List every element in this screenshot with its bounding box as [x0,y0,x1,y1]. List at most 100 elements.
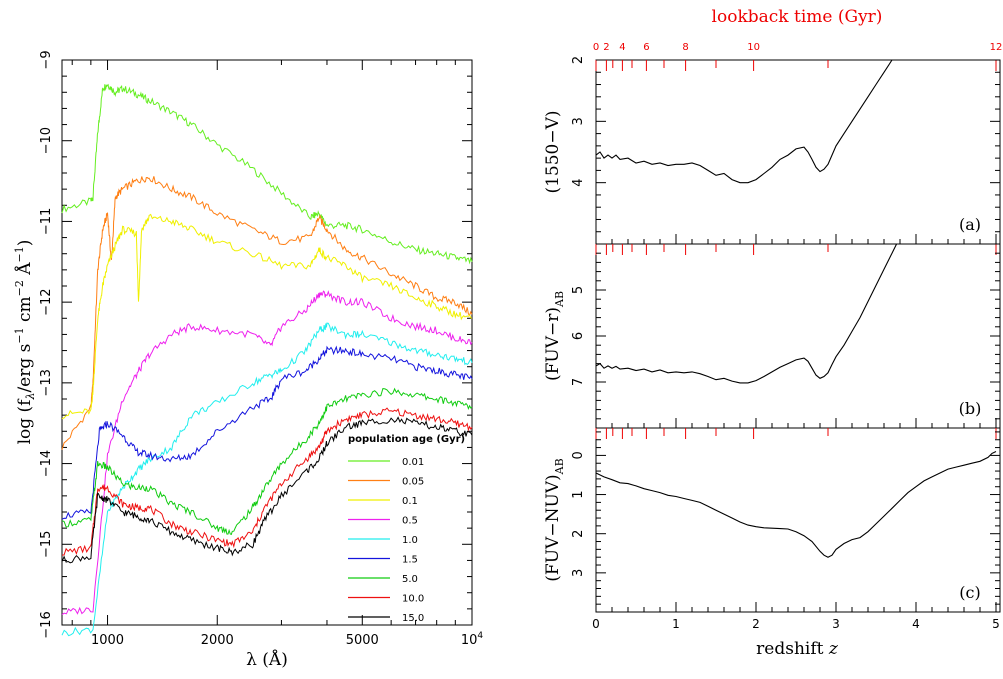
panel-frame [595,59,1001,245]
y-tick-label: −13 [39,369,54,396]
y-tick-label: 3 [571,569,586,577]
legend-label: 1.5 [402,555,418,566]
spectrum-line-1_0 [61,322,473,637]
lookback-tick-label: 4 [619,42,625,53]
redshift-tick-label: 3 [832,617,840,631]
lookback-time-axis-label: lookback time (Gyr) [712,7,883,27]
lookback-tick-labels: 0 2 4 6 8 10 12 [593,42,1003,53]
color-curve [596,244,898,384]
legend-label: 10.0 [402,594,424,605]
panel-tag: (b) [959,399,982,418]
x-tick-label-text: 10 [461,633,478,648]
spectrum-line-5_0 [61,387,473,536]
spectra-tick-labels: 1000 2000 5000 104 −9 −10 −11 −12 −13 −14 −15 −16 [39,50,483,648]
panel-y-label-text: (1550−V) [543,110,563,193]
y-tick-label: −11 [39,208,54,235]
panel-y-label: (FUV−NUV)AB [543,458,566,581]
redshift-tick-label: 2 [752,617,760,631]
panel-y-label-sub: AB [553,458,566,475]
ylabel-part: /erg s [15,344,35,393]
ylabel-part: log (f [15,398,35,445]
spectra-legend: population age (Gyr) 0.01 0.05 0.1 0.5 1.0 1.… [348,434,465,624]
redshift-axis-label: redshift z [756,639,839,659]
lookback-tick-label: 10 [747,42,760,53]
y-tick-label: −15 [39,531,54,558]
panel-y-label-text: (FUV−r) [543,307,563,381]
panel-y-label-text: (FUV−NUV) [543,474,563,581]
redshift-axis-label-var: z [828,639,839,659]
x-axis-label: λ (Å) [246,649,288,670]
redshift-tick-label: 4 [912,617,920,631]
y-tick-label: −16 [39,611,54,638]
redshift-axis-label-text: redshift [756,639,829,659]
spectra-series [61,83,473,637]
color-panel-2: 5 6 7 (b) (FUV−r)AB [543,243,1001,429]
y-tick-label: 2 [571,530,586,538]
ylabel-sub: λ [24,393,37,401]
redshift-tick-label: 0 [592,617,600,631]
legend-label: 0.05 [402,477,424,488]
lookback-tick-label: 0 [593,42,599,53]
panel-tag: (c) [959,583,980,602]
legend-label: 0.01 [402,457,424,468]
y-tick-label: 4 [571,179,586,187]
redshift-tick-label: 5 [992,617,1000,631]
y-tick-label: 3 [571,117,586,125]
y-tick-label: 7 [571,378,586,386]
spectrum-line-1_5 [61,345,473,520]
ylabel-sup: −2 [13,280,26,296]
lookback-tick-label: 12 [990,42,1003,53]
panel-y-label: (1550−V) [543,110,563,193]
panel-y-label: (FUV−r)AB [543,291,566,381]
x-tick-label-text: 5000 [346,633,379,648]
legend-label: 15.0 [402,613,424,624]
panel-frame [595,427,1001,613]
spectrum-line-0_1 [61,213,473,420]
y-tick-label: −9 [39,50,54,69]
y-tick-label: 2 [571,56,586,64]
legend-label: 0.1 [402,496,418,507]
x-tick-label: 104 [461,631,484,648]
spectrum-line-0_05 [61,176,473,450]
spectrum-line-0_01 [61,83,473,265]
lookback-tick-label: 6 [643,42,649,53]
ylabel-sup: −1 [13,327,26,343]
y-tick-label: −10 [39,127,54,154]
color-curve [596,451,997,558]
y-tick-label: 0 [571,451,586,459]
y-tick-label: 5 [571,286,586,294]
y-tick-label: 1 [571,490,586,498]
legend-label: 1.0 [402,535,418,546]
spectrum-line-10_0 [61,407,473,556]
ylabel-sup: −1 [13,246,26,262]
ylabel-part: cm [15,296,35,327]
legend-title: population age (Gyr) [348,434,465,445]
panel-y-label-sub: AB [553,291,566,308]
ylabel-part: Å [14,262,35,280]
redshift-tick-labels: 0 1 2 3 4 5 [592,617,1000,631]
y-axis-label: log (fλ/erg s−1 cm−2 Å−1) [13,240,37,445]
legend-label: 0.5 [402,516,418,527]
x-tick-label-text: 1000 [91,633,124,648]
x-tick-label: 2000 [201,633,234,648]
panel-frame [595,243,1001,429]
panel-tag: (a) [959,215,981,234]
x-tick-label: 1000 [91,633,124,648]
lookback-tick-label: 2 [603,42,609,53]
spectra-ticks [62,59,473,626]
color-panel-1: 2 3 4 (a) (1550−V) [543,56,1001,245]
color-curve [596,60,893,184]
x-tick-label-sup: 4 [477,631,483,641]
color-panels: 234(a)(1550−V)567(b)(FUV−r)AB0123(c)(FUV… [543,56,1001,613]
spectrum-line-15_0 [61,416,473,564]
ylabel-part: ) [15,240,35,247]
x-tick-label: 5000 [346,633,379,648]
spectrum-line-0_5 [61,290,473,616]
y-tick-label: −14 [39,450,54,477]
legend-label: 5.0 [402,574,418,585]
color-redshift-chart: lookback time (Gyr) 0 2 4 6 8 10 12 234(a)(155… [543,7,1002,659]
color-panel-3: 0 1 2 3 (c) (FUV−NUV)AB [543,427,1001,613]
y-tick-label: 6 [571,332,586,340]
